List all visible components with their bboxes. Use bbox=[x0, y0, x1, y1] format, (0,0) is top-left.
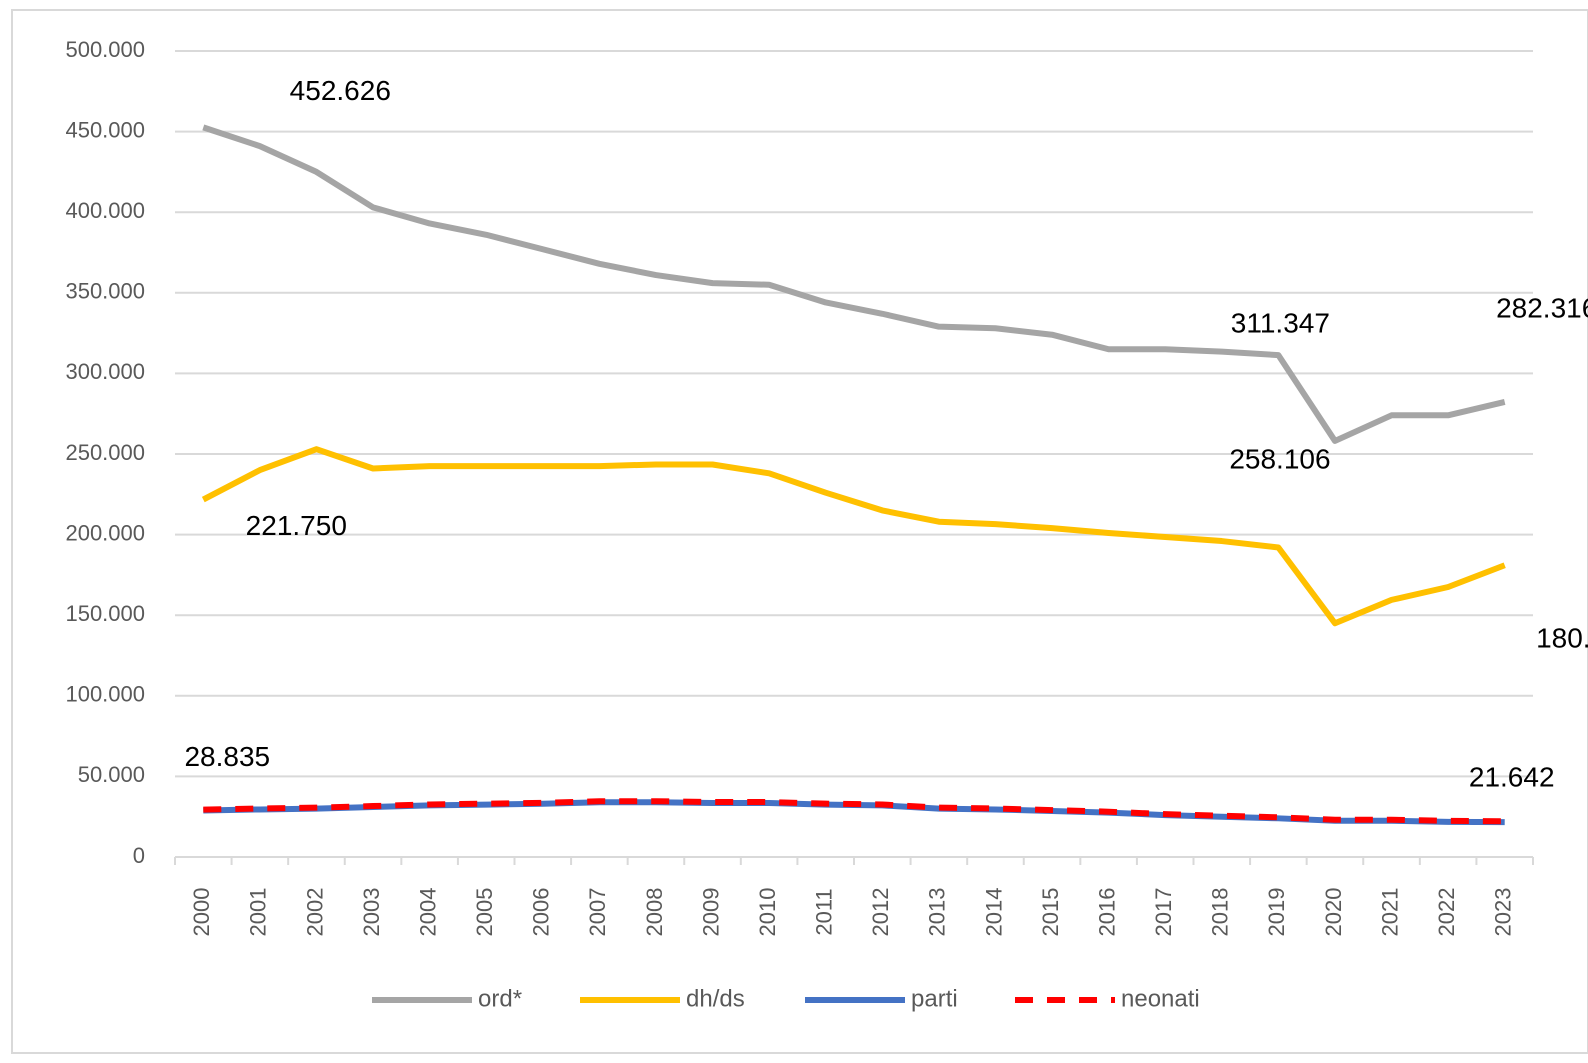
x-tick-label: 2023 bbox=[1491, 888, 1516, 937]
data-label: 180.990 bbox=[1536, 623, 1588, 654]
y-tick-label: 350.000 bbox=[65, 279, 145, 304]
y-tick-label: 200.000 bbox=[65, 520, 145, 545]
y-tick-label: 450.000 bbox=[65, 117, 145, 142]
y-tick-label: 100.000 bbox=[65, 682, 145, 707]
legend-label: ord* bbox=[478, 985, 522, 1012]
x-tick-label: 2009 bbox=[698, 888, 723, 937]
y-tick-label: 0 bbox=[133, 843, 145, 868]
x-tick-label: 2003 bbox=[359, 888, 384, 937]
x-tick-label: 2008 bbox=[642, 888, 667, 937]
x-tick-label: 2021 bbox=[1377, 888, 1402, 937]
legend-label: dh/ds bbox=[686, 985, 745, 1012]
chart-frame bbox=[11, 9, 1588, 1054]
x-tick-label: 2001 bbox=[246, 888, 271, 937]
x-tick-label: 2005 bbox=[472, 888, 497, 937]
x-tick-label: 2002 bbox=[302, 888, 327, 937]
x-tick-label: 2015 bbox=[1038, 888, 1063, 937]
x-tick-label: 2011 bbox=[812, 888, 837, 935]
y-tick-label: 400.000 bbox=[65, 198, 145, 223]
x-tick-label: 2016 bbox=[1094, 888, 1119, 937]
y-tick-label: 300.000 bbox=[65, 359, 145, 384]
data-label: 282.316 bbox=[1496, 292, 1588, 323]
legend-label: parti bbox=[911, 985, 958, 1012]
series-line bbox=[202, 124, 1506, 444]
y-tick-label: 50.000 bbox=[78, 762, 145, 787]
x-tick-label: 2012 bbox=[868, 888, 893, 937]
data-label: 221.750 bbox=[246, 510, 347, 541]
x-tick-label: 2019 bbox=[1264, 888, 1289, 937]
x-tick-label: 2020 bbox=[1321, 888, 1346, 937]
data-label: 21.642 bbox=[1469, 762, 1555, 793]
x-tick-label: 2013 bbox=[925, 888, 950, 937]
x-tick-label: 2004 bbox=[415, 888, 440, 937]
data-label: 311.347 bbox=[1231, 307, 1330, 338]
y-tick-label: 500.000 bbox=[65, 37, 145, 62]
data-label: 258.106 bbox=[1229, 443, 1330, 474]
legend-label: neonati bbox=[1121, 985, 1200, 1012]
data-label: 28.835 bbox=[184, 741, 270, 772]
x-tick-label: 2018 bbox=[1208, 888, 1233, 937]
x-tick-label: 2007 bbox=[585, 888, 610, 937]
x-tick-label: 2022 bbox=[1434, 888, 1459, 937]
data-label: 452.626 bbox=[290, 75, 391, 106]
series-line bbox=[203, 798, 1505, 825]
y-tick-label: 150.000 bbox=[65, 601, 145, 626]
x-tick-label: 2014 bbox=[981, 888, 1006, 937]
x-tick-label: 2010 bbox=[755, 888, 780, 937]
x-tick-label: 2017 bbox=[1151, 888, 1176, 937]
x-tick-label: 2000 bbox=[189, 888, 214, 937]
x-tick-label: 2006 bbox=[529, 888, 554, 937]
series-line bbox=[201, 446, 1506, 627]
y-tick-label: 250.000 bbox=[65, 440, 145, 465]
